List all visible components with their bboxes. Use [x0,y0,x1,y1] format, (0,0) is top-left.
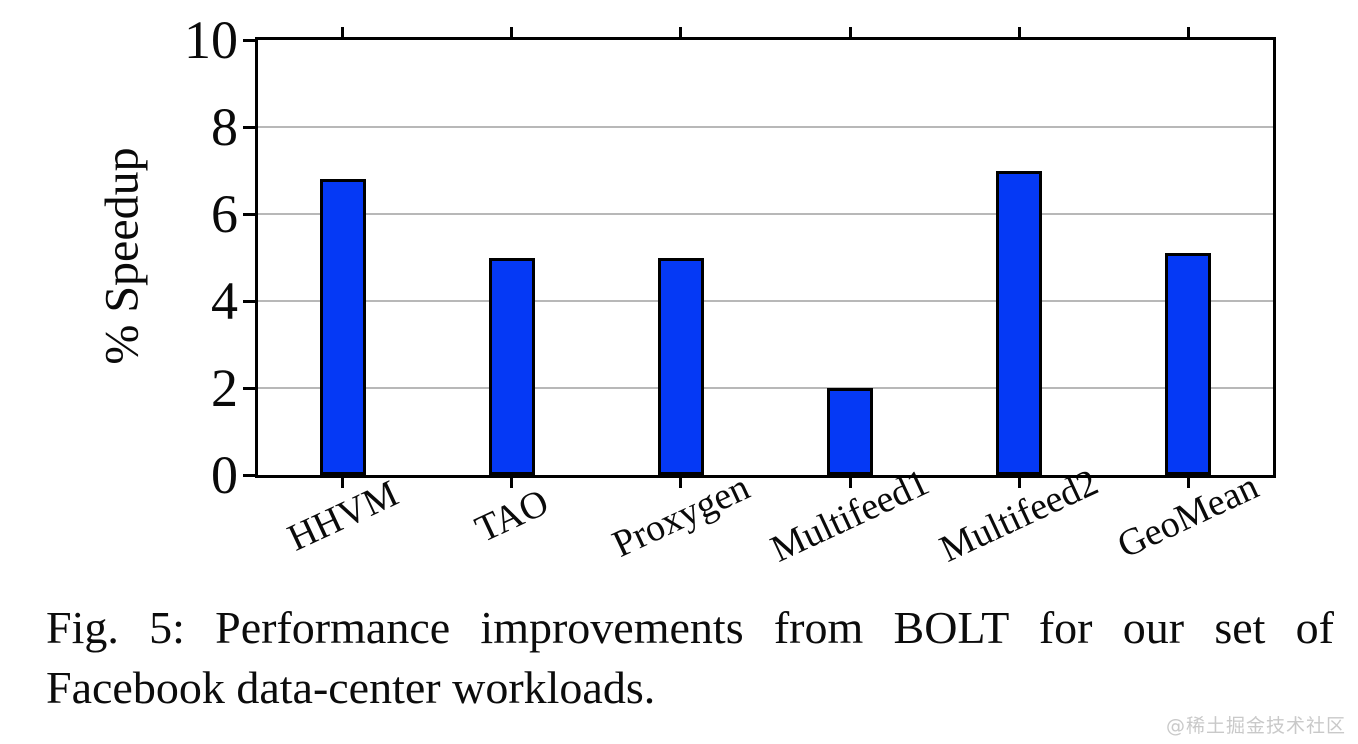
gridline-y8 [258,126,1273,128]
x-axis-tick-top [1186,27,1190,37]
watermark: @稀土掘金技术社区 [1165,715,1346,737]
gridline-y4 [258,300,1273,302]
y-axis-tick [243,125,255,129]
bar-proxygen [657,257,704,475]
bar-hhvm [319,179,366,475]
figure-caption-line2: Facebook data-center workloads. [46,662,656,713]
y-tick-label: 6 [211,184,238,244]
y-axis-tick [243,386,255,390]
y-tick-label: 2 [211,358,238,418]
gridline-y6 [258,213,1273,215]
x-axis-tick-top [341,27,345,37]
x-axis-tick-top [510,27,514,37]
y-tick-label: 0 [211,445,238,505]
y-axis-tick [243,212,255,216]
x-axis-tick-bottom [1017,478,1021,488]
y-tick-label: 4 [211,271,238,331]
figure-caption-line1: Fig. 5: Performance improvements from BO… [46,602,1334,653]
x-axis-tick-bottom [848,478,852,488]
y-axis-tick [243,299,255,303]
gridline-y2 [258,387,1273,389]
bar-geomean [1165,253,1212,475]
bar-multifeed2 [996,170,1043,475]
x-axis-tick-bottom [341,478,345,488]
y-axis-tick [243,38,255,42]
plot-frame [255,37,1276,478]
y-axis-label: % Speedup [95,147,149,365]
y-axis-tick [243,473,255,477]
x-axis-tick-top [679,27,683,37]
y-tick-label: 10 [184,10,238,70]
bar-tao [488,257,535,475]
x-axis-tick-top [1017,27,1021,37]
bar-multifeed1 [827,388,874,475]
x-axis-tick-bottom [510,478,514,488]
y-tick-label: 8 [211,97,238,157]
bar-chart: % Speedup 0 2 4 6 8 10 HHVM TAO Proxygen Multifee… [95,10,1276,571]
x-axis-tick-top [848,27,852,37]
x-axis-tick-bottom [679,478,683,488]
x-tick-label-tao: TAO [468,481,555,551]
x-axis-tick-bottom [1186,478,1190,488]
